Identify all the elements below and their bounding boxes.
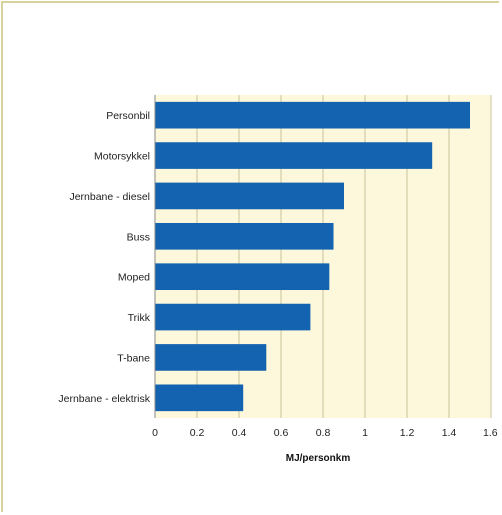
bar [155,223,334,250]
category-label: Jernbane - diesel [69,191,150,203]
x-tick-label: 1 [362,427,368,439]
bar [155,183,344,210]
bar [155,142,432,169]
bar [155,263,329,290]
bar [155,384,243,411]
x-tick-label: 0.8 [316,427,331,439]
bar [155,344,266,371]
x-tick-label: 0 [152,427,158,439]
category-label: Buss [127,231,150,243]
category-label: Personbil [106,110,150,122]
category-label: Trikk [128,312,151,324]
bar [155,304,310,331]
x-tick-label: 0.4 [232,427,247,439]
x-tick-label: 1.6 [483,427,498,439]
x-tick-label: 0.2 [190,427,205,439]
x-tick-label: 1.4 [442,427,457,439]
bar [155,102,470,129]
x-axis-title: MJ/personkm [286,453,351,464]
category-label: Jernbane - elektrisk [58,393,150,405]
category-labels: Personbil Motorsykkel Jernbane - diesel Bus… [58,110,150,405]
category-label: Motorsykkel [94,151,150,163]
category-label: T-bane [117,352,150,364]
x-tick-labels: 0 0.2 0.4 0.6 0.8 1 1.2 1.4 1.6 [152,427,498,439]
category-label: Moped [118,272,150,284]
x-tick-label: 1.2 [400,427,415,439]
x-tick-label: 0.6 [274,427,289,439]
